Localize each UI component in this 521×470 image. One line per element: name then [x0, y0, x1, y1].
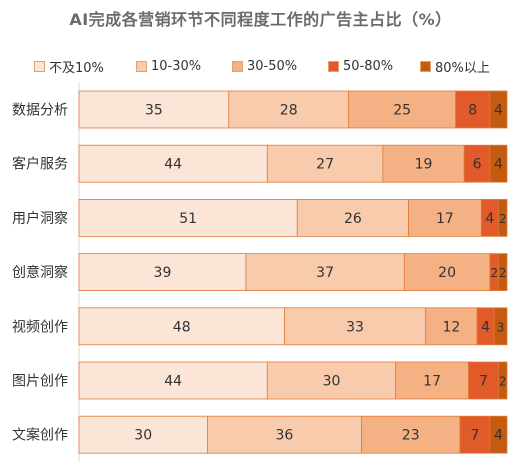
- bar-segment: [78, 144, 268, 183]
- legend-item-3: 30-50%: [232, 56, 297, 76]
- bar-segment: [489, 415, 508, 454]
- bar-segment: [395, 361, 469, 400]
- category-label: 客户服务: [12, 156, 68, 173]
- data-label: 48: [173, 319, 191, 335]
- data-label: 36: [276, 428, 294, 444]
- legend-swatch-3: [232, 60, 243, 72]
- data-label: 33: [346, 319, 364, 335]
- legend-label-4: 50-80%: [343, 58, 394, 74]
- data-label: 12: [442, 319, 460, 335]
- bar-segment: [489, 90, 508, 129]
- data-label: 23: [402, 428, 420, 444]
- category-label: 文案创作: [12, 427, 68, 444]
- bar-segment: [78, 307, 285, 346]
- bar-segment: [498, 198, 508, 237]
- legend-item-1: 不及10%: [34, 56, 104, 76]
- data-label: 2: [499, 266, 507, 280]
- bar-segment: [78, 361, 268, 400]
- bar-segment: [284, 307, 427, 346]
- data-label: 30: [323, 374, 341, 390]
- bar-segment: [498, 253, 508, 292]
- bar-segment: [382, 144, 465, 183]
- data-label: 4: [481, 319, 490, 335]
- bar-segment: [245, 253, 405, 292]
- bar-segment: [228, 90, 350, 129]
- data-label: 6: [473, 157, 482, 173]
- data-label: 4: [494, 428, 503, 444]
- data-label: 7: [470, 428, 479, 444]
- category-label: 图片创作: [12, 374, 68, 390]
- legend-swatch-2: [136, 60, 147, 72]
- data-label: 4: [494, 157, 503, 173]
- data-label: 3: [497, 320, 505, 334]
- data-label: 44: [164, 374, 182, 390]
- bar-segment: [493, 307, 508, 346]
- data-label: 2: [499, 212, 507, 226]
- legend-item-5: 80%以上: [420, 56, 490, 76]
- legend-swatch-1: [34, 60, 45, 72]
- data-label: 2: [499, 375, 507, 389]
- bar-segment: [78, 253, 247, 292]
- bar-segment: [361, 415, 461, 454]
- chart-title: AI完成各营销环节不同程度工作的广告主占比（%）: [69, 10, 452, 29]
- legend-swatch-4: [328, 60, 339, 72]
- bar-segment: [78, 198, 298, 237]
- data-label: 39: [154, 265, 172, 281]
- bar-segment: [403, 253, 491, 292]
- bar-segment: [408, 198, 482, 237]
- category-label: 创意洞察: [12, 264, 68, 281]
- data-label: 28: [280, 103, 298, 119]
- legend-label-3: 30-50%: [247, 58, 298, 74]
- data-label: 26: [344, 211, 362, 227]
- category-label: 数据分析: [12, 103, 68, 119]
- bar-segment: [498, 361, 508, 400]
- bar-segment: [425, 307, 478, 346]
- data-label: 20: [438, 265, 456, 281]
- data-label: 8: [468, 103, 477, 119]
- data-label: 37: [316, 265, 334, 281]
- data-label: 17: [423, 374, 441, 390]
- data-label: 51: [179, 211, 197, 227]
- data-label: 4: [485, 211, 494, 227]
- data-label: 7: [479, 374, 488, 390]
- data-label: 25: [393, 103, 411, 119]
- bar-segment: [489, 144, 508, 183]
- bar-segment: [206, 415, 362, 454]
- legend: 不及10% 10-30% 30-50% 50-80% 80%以上: [34, 56, 514, 76]
- bar-segment: [266, 361, 397, 400]
- category-label: 视频创作: [12, 319, 68, 335]
- data-label: 30: [134, 428, 152, 444]
- data-label: 4: [494, 103, 503, 119]
- legend-item-2: 10-30%: [136, 56, 201, 76]
- data-label: 27: [316, 157, 334, 173]
- bar-segment: [78, 415, 208, 454]
- bar-segment: [296, 198, 409, 237]
- legend-item-4: 50-80%: [328, 56, 393, 76]
- bar-segment: [468, 361, 499, 400]
- data-label: 19: [415, 157, 433, 173]
- data-label: 44: [164, 157, 182, 173]
- legend-label-1: 不及10%: [49, 60, 104, 76]
- data-label: 2: [490, 266, 498, 280]
- data-label: 35: [145, 103, 163, 119]
- legend-swatch-5: [420, 60, 431, 72]
- category-label: 用户洞察: [12, 210, 68, 227]
- legend-label-5: 80%以上: [435, 60, 490, 76]
- legend-label-2: 10-30%: [151, 58, 202, 74]
- bar-segment: [455, 90, 491, 129]
- data-label: 17: [436, 211, 454, 227]
- bar-segment: [348, 90, 457, 129]
